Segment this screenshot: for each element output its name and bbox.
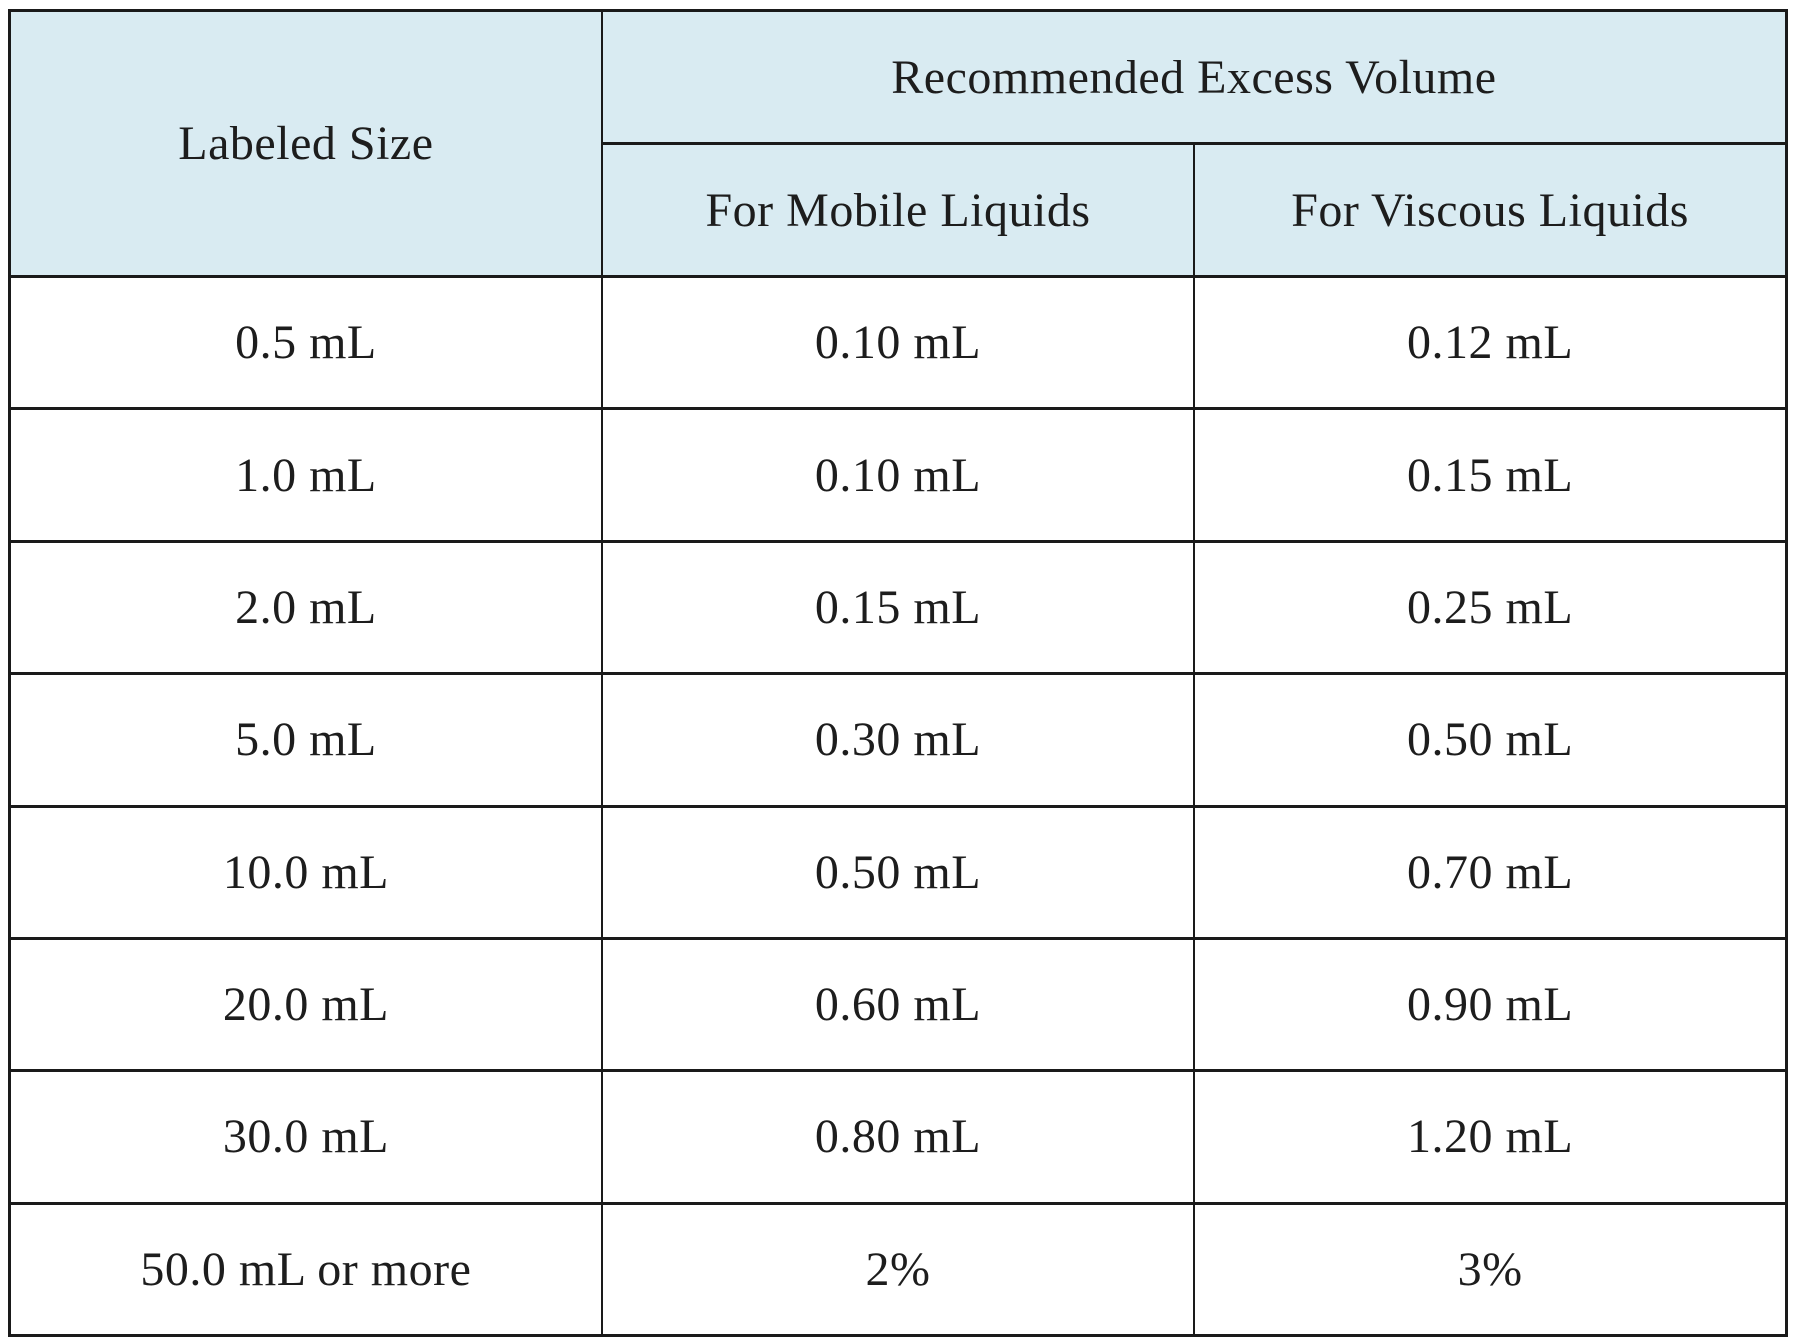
cell-viscous-value: 0.12 mL <box>1193 274 1788 411</box>
table-row: 2.0 mL 0.15 mL 0.25 mL <box>8 539 1788 676</box>
cell-labeled-size: 10.0 mL <box>8 804 603 940</box>
header-sub-row: For Mobile Liquids For Viscous Liquids <box>10 142 1788 278</box>
table-row: 1.0 mL 0.10 mL 0.15 mL <box>8 407 1788 543</box>
cell-mobile-value: 0.80 mL <box>600 1069 1196 1205</box>
cell-mobile-value: 0.10 mL <box>600 274 1196 411</box>
table-row: 5.0 mL 0.30 mL 0.50 mL <box>8 672 1788 808</box>
cell-labeled-size: 2.0 mL <box>8 539 603 676</box>
table-row: 10.0 mL 0.50 mL 0.70 mL <box>8 804 1788 940</box>
cell-viscous-value: 1.20 mL <box>1193 1069 1788 1205</box>
table-row: 0.5 mL 0.10 mL 0.12 mL <box>8 274 1788 411</box>
cell-labeled-size: 1.0 mL <box>8 407 603 543</box>
cell-mobile-value: 0.50 mL <box>600 804 1196 940</box>
header-group-row: Labeled Size Recommended Excess Volume <box>8 9 1788 278</box>
cell-viscous-value: 0.25 mL <box>1193 539 1788 676</box>
table-row: 20.0 mL 0.60 mL 0.90 mL <box>8 936 1788 1073</box>
table-row: 30.0 mL 0.80 mL 1.20 mL <box>8 1069 1788 1205</box>
header-mobile-liquids: For Mobile Liquids <box>600 142 1196 278</box>
cell-mobile-value: 0.10 mL <box>600 407 1196 543</box>
cell-mobile-value: 2% <box>600 1201 1196 1338</box>
cell-viscous-value: 3% <box>1193 1201 1788 1338</box>
cell-labeled-size: 5.0 mL <box>8 672 603 808</box>
header-labeled-size: Labeled Size <box>8 9 603 278</box>
table-header: Labeled Size Recommended Excess Volume F… <box>8 9 1788 278</box>
header-excess-volume-group: Recommended Excess Volume <box>600 9 1788 145</box>
cell-mobile-value: 0.60 mL <box>600 936 1196 1073</box>
excess-volume-table: Labeled Size Recommended Excess Volume F… <box>8 9 1788 1338</box>
cell-labeled-size: 30.0 mL <box>8 1069 603 1205</box>
cell-viscous-value: 0.90 mL <box>1193 936 1788 1073</box>
cell-viscous-value: 0.70 mL <box>1193 804 1788 940</box>
table-body: 0.5 mL 0.10 mL 0.12 mL 1.0 mL 0.10 mL 0.… <box>8 274 1788 1338</box>
cell-mobile-value: 0.30 mL <box>600 672 1196 808</box>
cell-labeled-size: 20.0 mL <box>8 936 603 1073</box>
cell-labeled-size: 0.5 mL <box>8 274 603 411</box>
header-viscous-liquids: For Viscous Liquids <box>1193 142 1788 278</box>
cell-viscous-value: 0.15 mL <box>1193 407 1788 543</box>
table-row: 50.0 mL or more 2% 3% <box>8 1201 1788 1338</box>
cell-labeled-size: 50.0 mL or more <box>8 1201 603 1338</box>
cell-viscous-value: 0.50 mL <box>1193 672 1788 808</box>
cell-mobile-value: 0.15 mL <box>600 539 1196 676</box>
